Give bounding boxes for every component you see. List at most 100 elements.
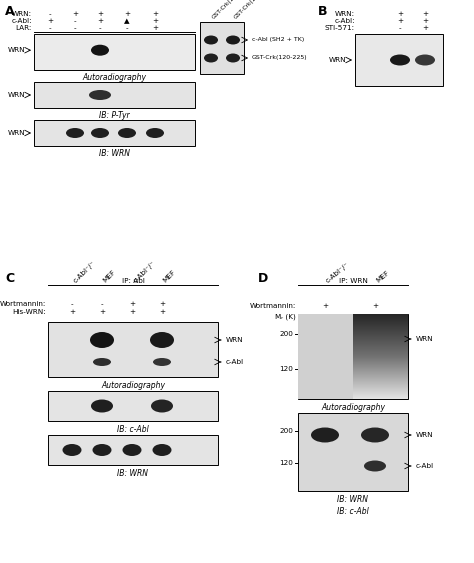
Text: c-Abl: c-Abl: [226, 359, 244, 365]
Text: MEF: MEF: [102, 269, 117, 284]
Ellipse shape: [364, 461, 386, 471]
Bar: [353, 359, 408, 360]
Bar: [353, 320, 408, 321]
Text: -: -: [73, 18, 76, 24]
Bar: [353, 337, 408, 338]
Bar: [353, 351, 408, 352]
Bar: [353, 353, 408, 354]
Text: GST-Crk(120-225): GST-Crk(120-225): [252, 56, 308, 60]
Ellipse shape: [91, 400, 113, 413]
Bar: [48, 322, 218, 377]
Bar: [353, 346, 408, 347]
Text: +: +: [372, 303, 378, 309]
Text: WRN:: WRN:: [335, 11, 355, 17]
Ellipse shape: [390, 55, 410, 65]
Bar: [353, 365, 408, 366]
Ellipse shape: [153, 358, 171, 366]
Ellipse shape: [122, 444, 142, 456]
Bar: [353, 328, 408, 329]
Bar: [353, 339, 408, 340]
Bar: [48, 435, 218, 465]
Ellipse shape: [93, 358, 111, 366]
Text: WRN: WRN: [328, 57, 346, 63]
Bar: [353, 368, 408, 369]
Text: -: -: [71, 301, 73, 307]
Bar: [353, 374, 408, 375]
Bar: [353, 357, 408, 358]
Bar: [353, 376, 408, 377]
Bar: [353, 316, 408, 317]
Bar: [353, 364, 408, 365]
Text: IB: WRN: IB: WRN: [118, 469, 148, 478]
Ellipse shape: [66, 128, 84, 138]
Text: B: B: [318, 5, 328, 18]
Text: -: -: [49, 25, 51, 31]
Text: 120: 120: [279, 460, 293, 466]
Bar: [353, 341, 408, 342]
Text: Autoradiography: Autoradiography: [321, 403, 385, 412]
Ellipse shape: [226, 35, 240, 44]
Text: C: C: [5, 272, 14, 285]
Text: +: +: [152, 11, 158, 17]
Bar: [353, 391, 408, 392]
Ellipse shape: [361, 427, 389, 443]
Bar: [353, 354, 408, 355]
Bar: [353, 322, 408, 323]
Bar: [353, 355, 408, 356]
Text: IP: WRN: IP: WRN: [338, 278, 367, 284]
Bar: [353, 387, 408, 388]
Bar: [353, 326, 408, 327]
Bar: [353, 379, 408, 380]
Bar: [353, 350, 408, 351]
Text: LAR:: LAR:: [16, 25, 32, 31]
Text: WRN: WRN: [8, 47, 25, 53]
Text: +: +: [129, 309, 135, 315]
Text: IB: WRN: IB: WRN: [99, 149, 130, 158]
Bar: [353, 352, 408, 353]
Text: c-Abl:: c-Abl:: [334, 18, 355, 24]
Bar: [353, 396, 408, 397]
Bar: [353, 388, 408, 389]
Bar: [298, 314, 353, 399]
Bar: [353, 317, 408, 318]
Text: IP: Abl: IP: Abl: [121, 278, 145, 284]
Text: -: -: [99, 25, 101, 31]
Text: WRN: WRN: [416, 336, 434, 342]
Bar: [353, 398, 408, 399]
Bar: [353, 347, 408, 348]
Bar: [353, 348, 408, 349]
Bar: [353, 338, 408, 339]
Text: +: +: [159, 301, 165, 307]
Text: WRN: WRN: [416, 432, 434, 438]
Text: c-Abl⁻/⁻: c-Abl⁻/⁻: [72, 260, 96, 284]
Ellipse shape: [150, 332, 174, 348]
Text: c-Abl:: c-Abl:: [11, 18, 32, 24]
Bar: [353, 321, 408, 322]
Bar: [353, 375, 408, 376]
Text: MEF: MEF: [162, 269, 177, 284]
Text: +: +: [397, 11, 403, 17]
Text: Autoradiography: Autoradiography: [101, 381, 165, 390]
Bar: [353, 378, 408, 379]
Text: -: -: [126, 25, 128, 31]
Bar: [353, 397, 408, 398]
Bar: [353, 318, 408, 319]
Bar: [200, 22, 244, 74]
Bar: [353, 336, 408, 337]
Ellipse shape: [311, 427, 339, 443]
Bar: [353, 395, 408, 396]
Ellipse shape: [89, 90, 111, 100]
Text: 200: 200: [279, 331, 293, 337]
Ellipse shape: [204, 53, 218, 62]
Text: -: -: [73, 25, 76, 31]
Text: His-WRN:: His-WRN:: [12, 309, 46, 315]
Bar: [298, 314, 408, 399]
Text: Autoradiography: Autoradiography: [82, 73, 146, 82]
Text: +: +: [152, 25, 158, 31]
Ellipse shape: [63, 444, 82, 456]
Bar: [353, 385, 408, 386]
Text: WRN: WRN: [226, 337, 244, 343]
Text: WRN: WRN: [8, 92, 25, 98]
Bar: [298, 413, 408, 491]
Text: +: +: [152, 18, 158, 24]
